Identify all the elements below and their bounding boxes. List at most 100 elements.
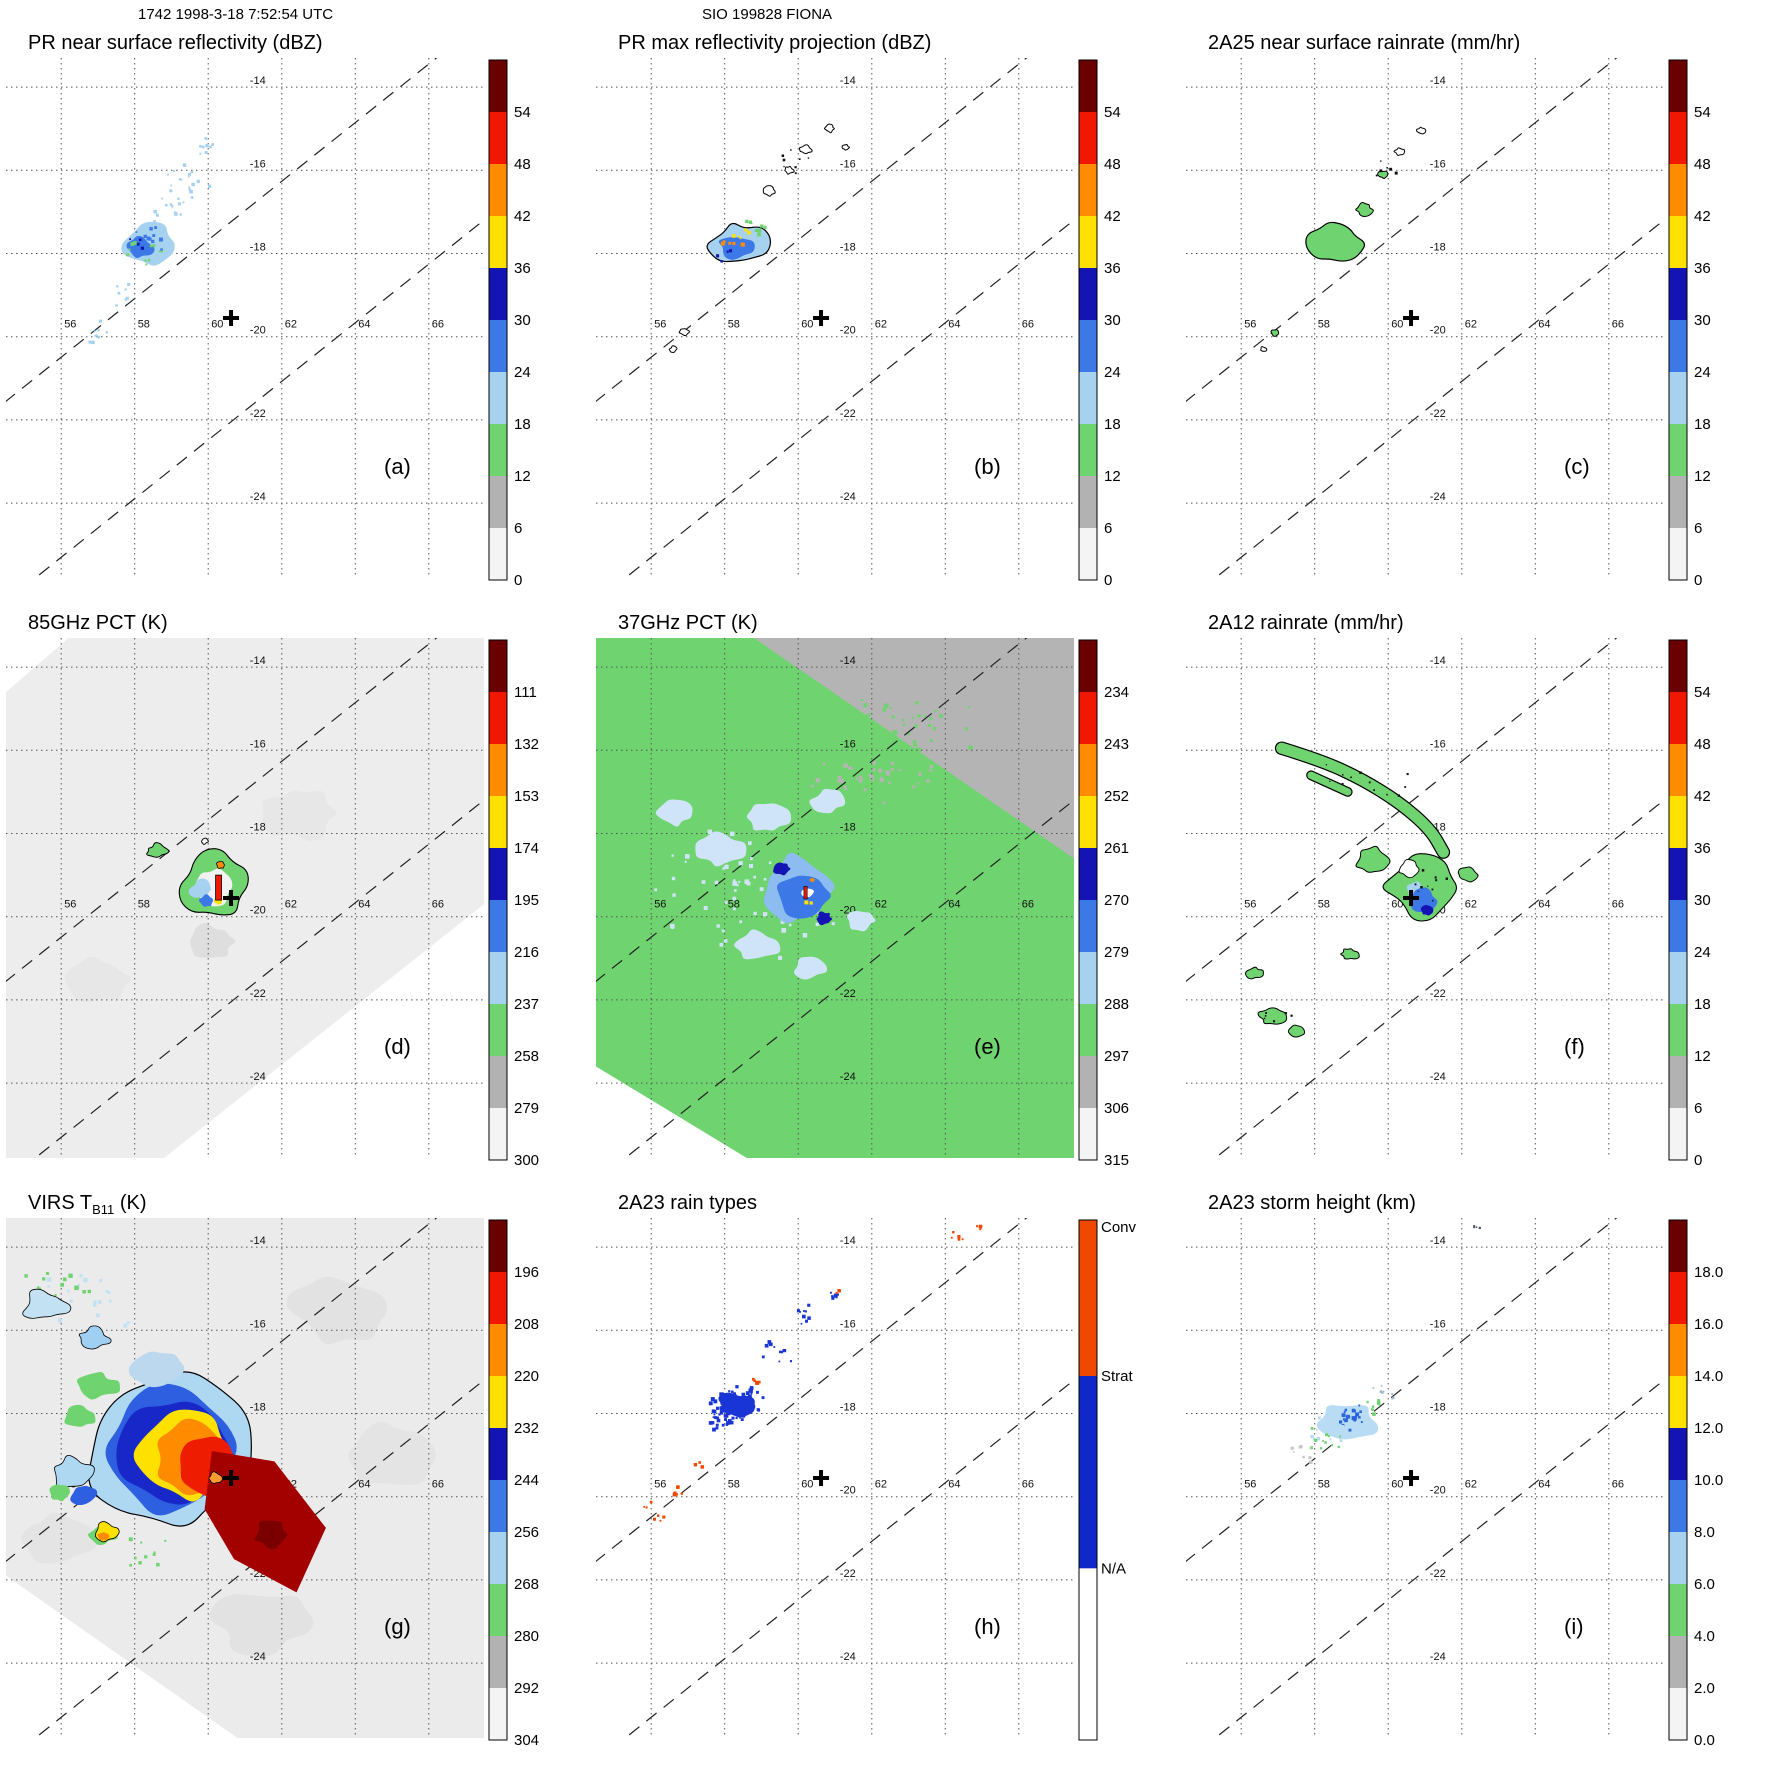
lat-tick-label: -20	[840, 325, 856, 337]
lat-tick-label: -16	[250, 738, 266, 750]
storm-center-marker	[1403, 1470, 1420, 1486]
lon-tick-label: 58	[728, 1479, 740, 1491]
lat-tick-label: -16	[1430, 1318, 1446, 1330]
storm-center-marker	[813, 1470, 830, 1486]
panel-title-text: 2A23 rain types	[618, 1192, 757, 1214]
colorbar-tick-label: 10.0	[1694, 1472, 1723, 1489]
lat-tick-label: -18	[250, 1402, 266, 1414]
lat-tick-label: -20	[1430, 325, 1446, 337]
colorbar-tick-label: 220	[514, 1368, 539, 1385]
panel-title-b: PR max reflectivity projection (dBZ)	[618, 32, 931, 55]
lon-tick-label: 66	[432, 319, 444, 331]
colorbar-tick-label: 279	[1104, 944, 1129, 961]
lat-tick-label: -14	[1430, 1235, 1446, 1247]
colorbar-tick-label: 252	[1104, 788, 1129, 805]
scan-timestamp: 1742 1998-3-18 7:52:54 UTC	[138, 6, 334, 23]
lon-tick-label: 56	[64, 899, 76, 911]
lat-tick-label: -18	[250, 822, 266, 834]
lon-tick-label: 64	[948, 1479, 960, 1491]
colorbar-b: 54 48 42 36 30 24 18 12 6 0	[1078, 59, 1121, 589]
lat-tick-label: -22	[840, 408, 856, 420]
data-features	[1290, 1225, 1481, 1464]
lon-tick-label: 56	[654, 1479, 666, 1491]
lat-tick-label: -20	[1430, 1485, 1446, 1497]
lat-tick-label: -14	[840, 1235, 856, 1247]
lon-tick-label: 62	[285, 319, 297, 331]
lat-tick-label: -22	[840, 1568, 856, 1580]
panel-f: 2A12 rainrate (mm/hr) -14-16-18-20-22-245…	[1180, 606, 1770, 1186]
storm-id: SIO 199828 FIONA	[702, 6, 833, 23]
panel-letter: (g)	[384, 1614, 411, 1639]
colorbar-bar	[1668, 59, 1688, 581]
lat-tick-label: -16	[250, 1318, 266, 1330]
storm-center-marker	[1403, 890, 1420, 906]
lon-tick-label: 56	[64, 319, 76, 331]
colorbar-tick-label: 24	[514, 364, 531, 381]
lat-tick-label: -14	[840, 75, 856, 87]
colorbar-tick-label: 315	[1104, 1152, 1129, 1169]
lon-tick-label: 58	[728, 319, 740, 331]
lon-tick-label: 58	[138, 319, 150, 331]
lat-tick-label: -16	[1430, 158, 1446, 170]
colorbar-ticks: 54 48 42 36 30 24 18 12 6 0	[1104, 104, 1121, 589]
grid-lines	[1186, 1218, 1664, 1738]
panel-letter: (h)	[974, 1614, 1001, 1639]
panel-title-text: 85GHz PCT (K)	[28, 612, 168, 634]
colorbar-tick-label: 297	[1104, 1048, 1129, 1065]
panel-title-text: PR near surface reflectivity (dBZ)	[28, 32, 323, 54]
colorbar-tick-label: 30	[1104, 312, 1121, 329]
colorbar-tick-label: 268	[514, 1576, 539, 1593]
lat-tick-label: -20	[840, 1485, 856, 1497]
lat-tick-label: -18	[840, 242, 856, 254]
panel-title-d: 85GHz PCT (K)	[28, 612, 168, 635]
lon-tick-label: 62	[1465, 1479, 1477, 1491]
lat-tick-label: -22	[840, 988, 856, 1000]
lat-tick-label: -22	[1430, 408, 1446, 420]
colorbar-tick-label: 132	[514, 736, 539, 753]
data-features	[1260, 126, 1427, 352]
panel-title-c: 2A25 near surface rainrate (mm/hr)	[1208, 32, 1520, 55]
storm-center-marker	[1403, 310, 1420, 326]
colorbar-ticks: 234 243 252 261 270 279 288 297 306 315	[1104, 684, 1129, 1169]
lat-tick-label: -24	[1430, 491, 1446, 503]
lat-tick-label: -24	[250, 1651, 266, 1663]
panel-title-text: PR max reflectivity projection (dBZ)	[618, 32, 932, 54]
colorbar-bar	[488, 639, 508, 1161]
lat-tick-label: -24	[250, 491, 266, 503]
lat-tick-label: -14	[250, 655, 266, 667]
colorbar-tick-label: 279	[514, 1100, 539, 1117]
panel-g: VIRS TB11 (K)-14-16-18-20-22-24565860626…	[0, 1186, 590, 1766]
colorbar-tick-label: 4.0	[1694, 1628, 1715, 1645]
colorbar-tick-label: 12	[1104, 468, 1121, 485]
colorbar-tick-label: 54	[1104, 104, 1121, 121]
panel-letter: (d)	[384, 1034, 411, 1059]
colorbar-tick-label: 30	[1694, 892, 1711, 909]
swath-edge-dashes	[6, 58, 484, 578]
panel-title-f: 2A12 rainrate (mm/hr)	[1208, 612, 1404, 635]
colorbar-tick-label: 18	[1104, 416, 1121, 433]
colorbar-tick-label: 153	[514, 788, 539, 805]
colorbar-tick-label: 6	[1104, 520, 1112, 537]
colorbar-tick-label: 24	[1104, 364, 1121, 381]
lon-tick-label: 56	[1244, 319, 1256, 331]
colorbar-ticks: 196 208 220 232 244 256 268 280 292 304	[514, 1264, 539, 1749]
colorbar-tick-label: 306	[1104, 1100, 1129, 1117]
map-background	[6, 638, 484, 1158]
lon-tick-label: 60	[211, 319, 223, 331]
panel-title-text: 37GHz PCT (K)	[618, 612, 758, 634]
lon-tick-label: 64	[358, 1479, 370, 1491]
lon-tick-label: 62	[285, 899, 297, 911]
colorbar-tick-label: 232	[514, 1420, 539, 1437]
lon-tick-label: 64	[1538, 1479, 1550, 1491]
colorbar-ticks: 18.0 16.0 14.0 12.0 10.0 8.0 6.0 4.0 2.0 0.0	[1694, 1264, 1723, 1749]
lat-tick-label: -24	[840, 1071, 856, 1083]
colorbar-tick-label: 270	[1104, 892, 1129, 909]
colorbar-ticks: 54 48 42 36 30 24 18 12 6 0	[514, 104, 531, 589]
colorbar-c: 54 48 42 36 30 24 18 12 6 0	[1668, 59, 1711, 589]
panel-i: 2A23 storm height (km) -14 -16 -18 -20 -22 -24…	[1180, 1186, 1770, 1766]
